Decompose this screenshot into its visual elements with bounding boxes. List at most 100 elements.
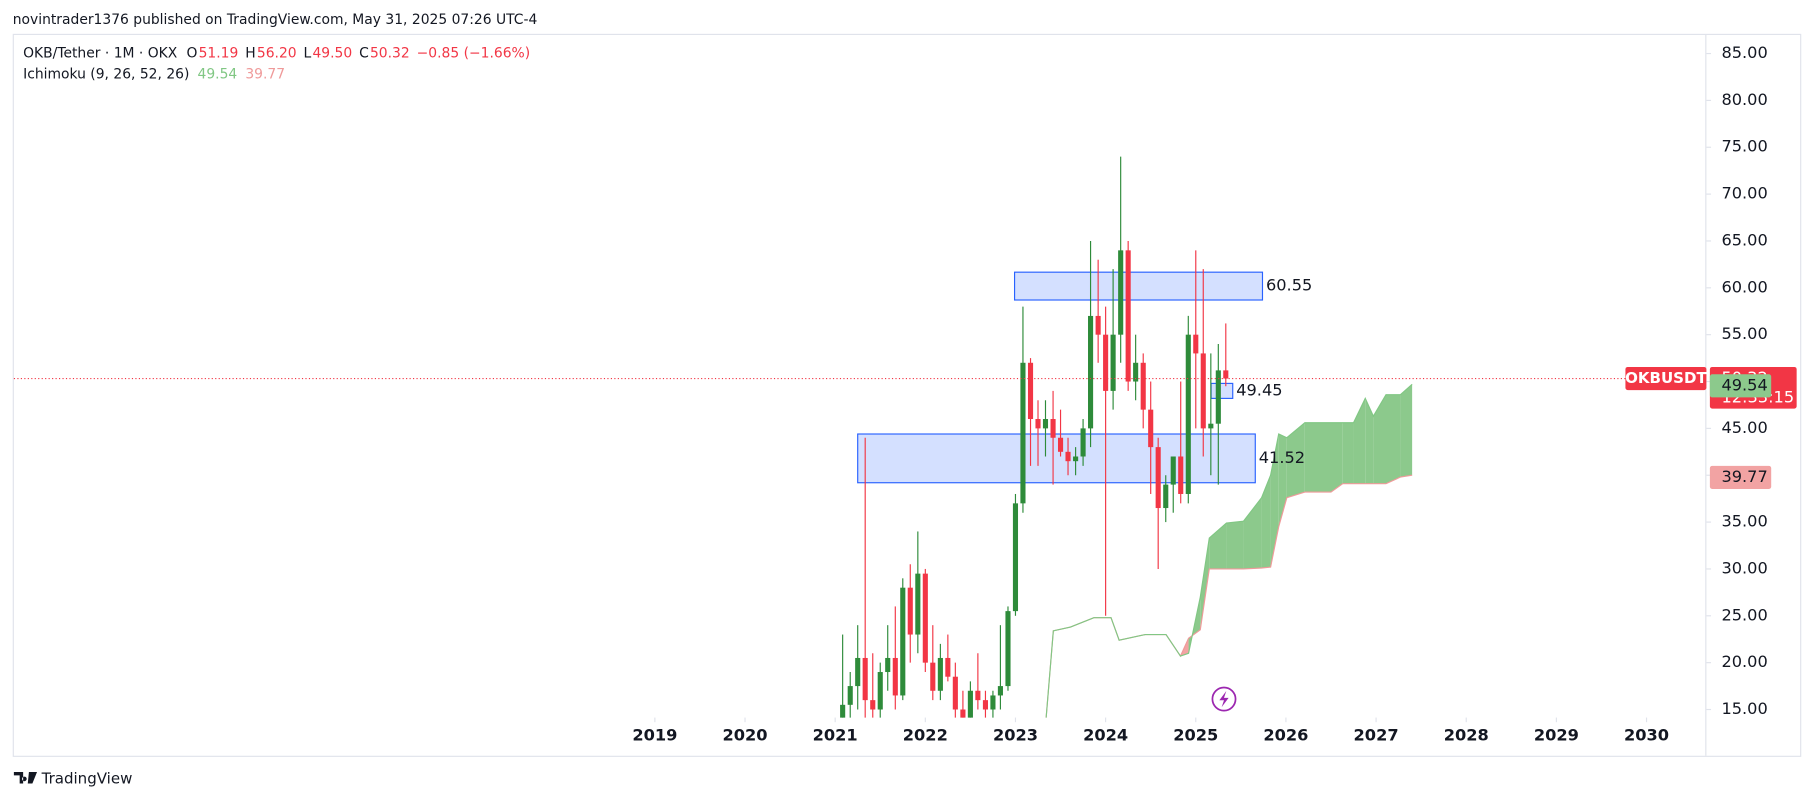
candle-body	[967, 690, 973, 718]
x-tick-label: 2028	[1444, 726, 1489, 745]
ichimoku-cloud	[1200, 538, 1210, 630]
y-tick-label: 35.00	[1721, 512, 1767, 531]
indicator-badge	[1709, 374, 1772, 398]
candle-body	[1012, 503, 1019, 612]
legend-item: C	[359, 46, 369, 62]
candle-body	[855, 657, 861, 687]
y-tick-label: 25.00	[1721, 605, 1767, 624]
candle-body	[1027, 362, 1034, 420]
candle-body	[870, 700, 876, 710]
candle-body	[1163, 484, 1169, 509]
candle-body	[1035, 419, 1041, 429]
ichimoku-cloud	[1353, 398, 1366, 484]
candle-body	[952, 676, 958, 710]
legend-item: 56.20	[257, 46, 297, 62]
y-tick-label: 15.00	[1721, 699, 1767, 718]
y-tick-label: 45.00	[1721, 418, 1767, 437]
indicator-badge	[1709, 465, 1772, 489]
candle-body	[1215, 370, 1221, 424]
x-tick-label: 2019	[632, 726, 677, 745]
y-tick-label: 20.00	[1721, 652, 1767, 671]
legend-item: 51.19	[199, 46, 239, 62]
y-tick-label: 70.00	[1721, 184, 1767, 203]
legend-item: OKB/Tether · 1M · OKX	[23, 46, 178, 62]
x-tick-label: 2024	[1083, 726, 1128, 745]
y-tick-label: 55.00	[1721, 324, 1767, 343]
x-tick-label: 2021	[813, 726, 858, 745]
candle-body	[885, 657, 891, 673]
candle-body	[1178, 456, 1184, 494]
ichimoku-cloud	[1331, 422, 1343, 493]
x-tick-label: 2029	[1534, 726, 1579, 745]
y-tick-label: 60.00	[1721, 277, 1767, 296]
plot-area	[840, 156, 1413, 718]
y-tick-label: 30.00	[1721, 558, 1767, 577]
candle-body	[1208, 423, 1214, 429]
candle-body	[1125, 250, 1131, 382]
candle-body	[1148, 409, 1154, 448]
x-tick-label: 2027	[1354, 726, 1399, 745]
candle-body	[892, 657, 898, 696]
ichimoku-cloud	[1261, 475, 1271, 569]
y-tick-label: 65.00	[1721, 230, 1767, 249]
symbol-badge-text: OKBUSDT	[1625, 369, 1707, 387]
candle-body	[1140, 362, 1146, 410]
candle-body	[922, 573, 928, 663]
indicator-badge-text: 49.54	[1721, 375, 1767, 394]
candle-body	[997, 686, 1003, 696]
ichimoku-cloud	[1373, 394, 1386, 484]
x-tick-label: 2023	[993, 726, 1038, 745]
lightning-icon	[1211, 686, 1237, 712]
candle-body	[907, 587, 913, 635]
candle-body	[1118, 250, 1124, 335]
ichimoku-cloud	[1226, 521, 1244, 569]
candle-body	[900, 587, 906, 696]
candle-body	[1088, 315, 1094, 429]
ichimoku-cloud	[1400, 384, 1413, 478]
candle-body	[982, 700, 989, 710]
candle-body	[960, 709, 966, 718]
legend-item: 49.54	[198, 66, 238, 82]
candle-body	[915, 573, 921, 635]
candle-body	[1170, 456, 1176, 485]
legend-item: 49.50	[312, 46, 352, 62]
symbol-badge	[1625, 366, 1707, 391]
candle-body	[877, 672, 883, 710]
indicator-badge-text: 39.77	[1721, 467, 1767, 486]
candle-body	[1185, 334, 1191, 494]
ichimoku-cloud	[1342, 422, 1354, 484]
legend-item: 39.77	[245, 66, 285, 82]
ichimoku-cloud	[1304, 422, 1332, 493]
legend-item: −0.85 (−1.66%)	[417, 46, 530, 62]
candle-body	[1193, 334, 1199, 354]
zone-label: 60.55	[1266, 276, 1312, 295]
candle-body	[1133, 362, 1139, 382]
candle-body	[1057, 437, 1064, 452]
legend-item: Ichimoku (9, 26, 52, 26)	[23, 66, 189, 82]
candle-body	[1223, 370, 1229, 379]
zone-box	[857, 433, 1256, 484]
candle-body	[1095, 315, 1101, 335]
legend-item: 50.32	[370, 46, 410, 62]
y-tick-label: 85.00	[1721, 43, 1767, 62]
candle-body	[945, 657, 951, 677]
candle-body	[1155, 447, 1161, 509]
candle-body	[1065, 451, 1071, 462]
x-tick-label: 2022	[903, 726, 948, 745]
candle-body	[840, 704, 846, 718]
y-tick-label: 80.00	[1721, 90, 1767, 109]
candle-body	[1080, 428, 1086, 457]
ichimoku-cloud	[1286, 422, 1305, 498]
candle-body	[847, 686, 853, 705]
candle-body	[937, 657, 943, 691]
x-tick-label: 2025	[1173, 726, 1218, 745]
candle-body	[1073, 456, 1079, 462]
x-tick-label: 2020	[722, 726, 767, 745]
ichimoku-cloud	[1385, 394, 1401, 484]
legend-item: O	[187, 46, 198, 62]
legend-item: H	[245, 46, 255, 62]
ichimoku-cloud	[1365, 398, 1374, 484]
footer-logo: TradingView	[13, 769, 132, 787]
